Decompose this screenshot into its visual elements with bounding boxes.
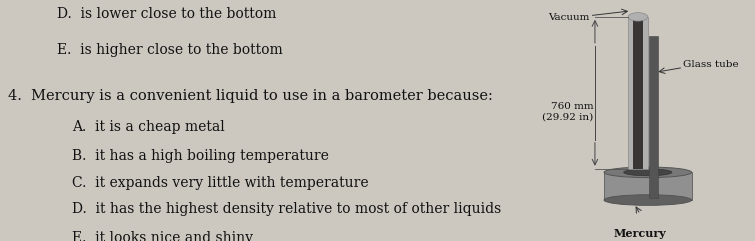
Text: E.  is higher close to the bottom: E. is higher close to the bottom [57,43,282,57]
Text: B.  it has a high boiling temperature: B. it has a high boiling temperature [72,149,328,163]
Text: 760 mm
(29.92 in): 760 mm (29.92 in) [542,102,593,122]
Ellipse shape [628,13,648,21]
Ellipse shape [604,195,692,205]
Text: Vacuum: Vacuum [548,13,590,22]
Ellipse shape [624,169,672,176]
Polygon shape [649,36,658,198]
Text: A.  it is a cheap metal: A. it is a cheap metal [72,120,224,134]
Text: D.  is lower close to the bottom: D. is lower close to the bottom [57,7,276,21]
Text: C.  it expands very little with temperature: C. it expands very little with temperatu… [72,176,368,190]
Ellipse shape [604,167,692,178]
Text: 4.  Mercury is a convenient liquid to use in a barometer because:: 4. Mercury is a convenient liquid to use… [8,89,492,103]
Text: Glass tube: Glass tube [683,60,739,69]
Polygon shape [633,19,643,169]
Text: Mercury: Mercury [614,228,667,239]
Polygon shape [604,172,692,200]
Text: E.  it looks nice and shiny: E. it looks nice and shiny [72,231,253,241]
Polygon shape [628,17,648,169]
Text: D.  it has the highest density relative to most of other liquids: D. it has the highest density relative t… [72,202,501,216]
